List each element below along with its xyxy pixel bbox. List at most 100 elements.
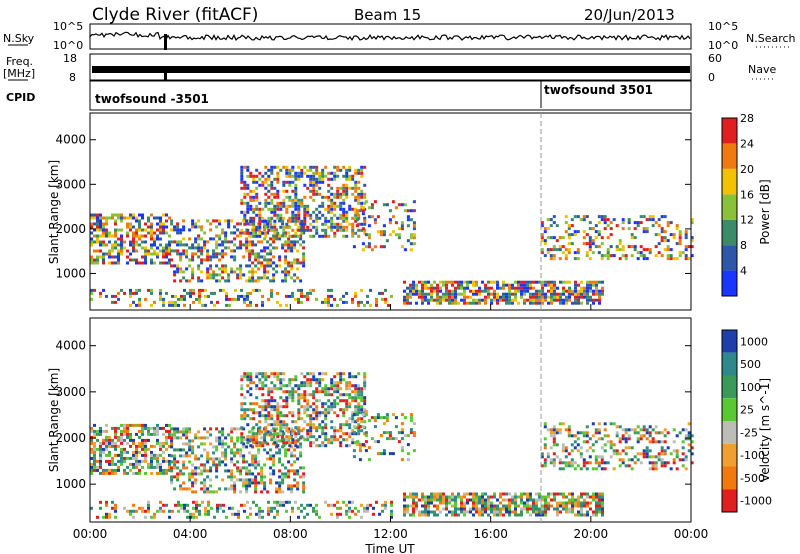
data-cell xyxy=(363,183,367,187)
colorbar-frame xyxy=(721,329,738,513)
data-cell xyxy=(209,222,213,226)
data-cell xyxy=(580,286,583,290)
data-cell xyxy=(544,283,547,287)
data-cell xyxy=(621,428,625,432)
data-cell xyxy=(300,417,304,421)
data-cell xyxy=(660,449,664,453)
data-cell xyxy=(330,222,334,226)
data-cell xyxy=(309,177,313,181)
data-cell xyxy=(302,258,306,262)
data-cell xyxy=(275,442,279,446)
data-cell xyxy=(162,249,165,253)
data-cell xyxy=(96,234,99,238)
data-cell xyxy=(252,177,256,181)
data-cell xyxy=(612,467,616,471)
data-cell xyxy=(574,501,577,505)
data-cell xyxy=(240,384,244,388)
data-cell xyxy=(517,289,520,293)
data-cell xyxy=(243,300,246,304)
data-cell xyxy=(684,233,688,237)
data-cell xyxy=(117,228,120,232)
data-cell xyxy=(606,251,610,255)
data-cell xyxy=(543,239,547,243)
data-cell xyxy=(132,237,135,241)
data-cell xyxy=(299,466,303,470)
data-cell xyxy=(285,402,289,406)
data-cell xyxy=(203,442,207,446)
data-cell xyxy=(144,255,147,259)
data-cell xyxy=(463,501,466,505)
data-cell xyxy=(427,507,430,511)
data-cell xyxy=(451,283,454,287)
data-cell xyxy=(418,280,421,284)
data-cell xyxy=(153,453,156,457)
data-cell xyxy=(236,228,240,232)
data-cell xyxy=(206,454,210,458)
data-cell xyxy=(550,298,553,302)
data-cell xyxy=(351,417,355,421)
data-cell xyxy=(621,221,625,225)
data-cell xyxy=(239,478,243,482)
data-cell xyxy=(538,507,541,511)
data-cell xyxy=(99,432,102,436)
data-cell xyxy=(558,431,562,435)
data-cell xyxy=(568,507,571,511)
data-cell xyxy=(312,441,316,445)
data-cell xyxy=(123,291,126,295)
data-cell xyxy=(339,297,342,301)
data-cell xyxy=(357,387,361,391)
data-cell xyxy=(177,297,180,301)
data-cell xyxy=(535,292,538,296)
data-cell xyxy=(336,402,340,406)
data-cell xyxy=(684,455,688,459)
data-cell xyxy=(129,225,132,229)
data-cell xyxy=(194,436,198,440)
data-cell xyxy=(363,228,367,232)
data-cell xyxy=(541,495,544,499)
data-cell xyxy=(192,512,195,516)
data-cell xyxy=(333,384,337,388)
data-cell xyxy=(96,261,99,265)
data-cell xyxy=(648,251,652,255)
data-cell xyxy=(493,507,496,511)
data-cell xyxy=(321,441,325,445)
data-cell xyxy=(351,207,355,211)
data-cell xyxy=(687,449,691,453)
data-cell xyxy=(123,429,126,433)
data-cell xyxy=(179,231,183,235)
data-cell xyxy=(93,462,96,466)
data-cell xyxy=(348,174,352,178)
data-cell xyxy=(141,213,144,217)
data-cell xyxy=(430,283,433,287)
data-cell xyxy=(165,423,168,427)
data-cell xyxy=(433,492,436,496)
data-cell xyxy=(287,261,291,265)
data-cell xyxy=(388,431,392,435)
data-cell xyxy=(153,426,156,430)
data-cell xyxy=(246,435,250,439)
data-cell xyxy=(445,504,448,508)
data-cell xyxy=(592,289,595,293)
colorbar-swatch xyxy=(722,219,737,246)
data-cell xyxy=(324,174,328,178)
data-cell xyxy=(114,509,117,513)
data-cell xyxy=(203,436,207,440)
data-cell xyxy=(303,165,307,169)
data-cell xyxy=(270,506,273,510)
data-cell xyxy=(535,492,538,496)
data-cell xyxy=(544,504,547,508)
data-cell xyxy=(433,289,436,293)
data-cell xyxy=(552,254,556,258)
nsky-trace xyxy=(89,31,691,42)
data-cell xyxy=(278,448,282,452)
data-cell xyxy=(132,465,135,469)
data-cell xyxy=(633,461,637,465)
data-cell xyxy=(457,283,460,287)
data-cell xyxy=(114,243,117,247)
data-cell xyxy=(330,387,334,391)
data-cell xyxy=(281,430,285,434)
data-cell xyxy=(684,458,688,462)
data-cell xyxy=(290,276,294,280)
data-cell xyxy=(303,375,307,379)
data-cell xyxy=(129,303,132,307)
